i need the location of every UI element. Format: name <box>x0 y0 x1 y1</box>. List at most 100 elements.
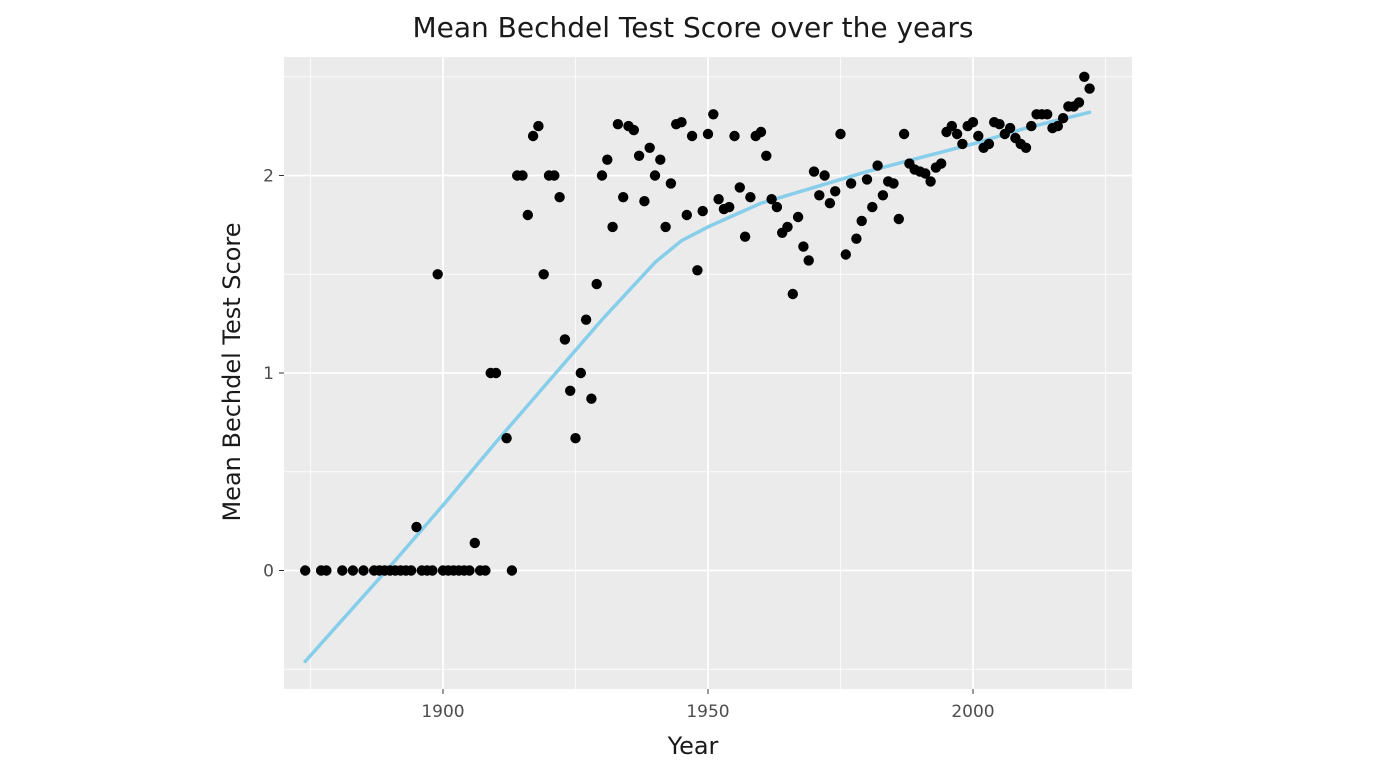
data-point <box>814 190 825 201</box>
data-point <box>994 119 1005 130</box>
y-tick-label: 0 <box>263 562 274 582</box>
data-point <box>533 120 544 132</box>
data-point <box>1052 120 1064 132</box>
data-point <box>983 138 995 150</box>
data-point <box>835 128 846 140</box>
data-point <box>845 178 857 189</box>
data-point <box>628 124 639 136</box>
data-point <box>1042 109 1053 120</box>
data-point <box>803 255 814 266</box>
data-point <box>618 192 629 203</box>
data-point <box>888 178 899 189</box>
data-point <box>549 170 560 181</box>
data-point <box>406 565 417 576</box>
data-point <box>490 367 502 379</box>
data-point <box>527 130 539 142</box>
tick-labels: 1900 1950 2000 0 1 2 <box>263 167 994 723</box>
data-point <box>967 117 979 128</box>
data-point <box>676 117 687 128</box>
data-point <box>830 186 841 197</box>
data-point <box>337 565 348 576</box>
data-point <box>819 170 830 181</box>
data-point <box>708 109 719 120</box>
data-point <box>755 126 767 138</box>
data-point <box>633 150 645 161</box>
data-point <box>644 142 655 153</box>
x-tick-label: 1900 <box>421 702 464 722</box>
data-point <box>1004 122 1016 134</box>
data-point <box>877 190 889 201</box>
data-point <box>358 565 369 576</box>
data-point <box>1073 97 1085 108</box>
data-point <box>856 215 867 227</box>
data-point <box>861 174 873 185</box>
data-point <box>612 119 624 130</box>
data-point <box>580 314 592 325</box>
data-point <box>739 231 751 242</box>
data-point <box>665 178 677 189</box>
data-point <box>771 201 783 213</box>
data-point <box>973 130 984 142</box>
x-axis-title: Year <box>667 732 719 760</box>
data-point <box>729 130 740 142</box>
data-point <box>782 221 793 233</box>
data-point <box>480 565 491 576</box>
data-point <box>464 565 475 576</box>
data-point <box>639 196 650 207</box>
data-point <box>824 198 836 209</box>
data-point <box>501 433 512 444</box>
data-point <box>925 176 936 187</box>
data-point <box>734 182 745 193</box>
data-point <box>713 194 724 205</box>
data-point <box>761 150 772 161</box>
data-point <box>1020 142 1032 153</box>
data-point <box>300 565 311 576</box>
data-point <box>570 433 581 444</box>
data-point <box>808 166 820 177</box>
y-tick-label: 2 <box>263 167 274 187</box>
data-point <box>681 209 692 221</box>
data-point <box>427 565 438 576</box>
data-point <box>840 249 851 260</box>
data-point <box>432 269 443 280</box>
data-point <box>506 565 518 576</box>
data-point <box>596 170 608 181</box>
data-point <box>692 265 703 276</box>
scatter-points <box>300 71 1095 576</box>
data-point <box>602 154 613 165</box>
data-point <box>347 565 359 576</box>
data-point <box>957 138 968 150</box>
data-point <box>649 170 661 181</box>
data-point <box>321 565 332 576</box>
grid-lines <box>284 57 1132 689</box>
data-point <box>554 192 565 203</box>
data-point <box>951 128 963 140</box>
data-point <box>792 211 804 223</box>
chart-title: Mean Bechdel Test Score over the years <box>412 11 973 44</box>
data-point <box>575 367 586 379</box>
x-tick-label: 2000 <box>951 702 994 722</box>
data-point <box>936 158 947 169</box>
data-point <box>766 194 777 205</box>
data-point <box>724 201 735 213</box>
data-point <box>893 213 904 225</box>
data-point <box>655 154 666 165</box>
x-tick-label: 1950 <box>686 702 729 722</box>
data-point <box>787 288 798 300</box>
data-point <box>745 192 756 203</box>
data-point <box>660 221 671 233</box>
data-point <box>898 128 910 140</box>
y-tick-label: 1 <box>263 364 274 384</box>
data-point <box>920 168 931 179</box>
data-point <box>559 334 571 345</box>
data-point <box>538 269 549 280</box>
data-point <box>867 201 878 213</box>
data-point <box>798 241 809 252</box>
data-point <box>1079 71 1090 83</box>
data-point <box>469 537 480 549</box>
y-axis-title: Mean Bechdel Test Score <box>218 222 246 521</box>
data-point <box>591 278 602 290</box>
smooth-line-layer <box>303 110 1092 664</box>
data-point <box>1026 120 1037 132</box>
